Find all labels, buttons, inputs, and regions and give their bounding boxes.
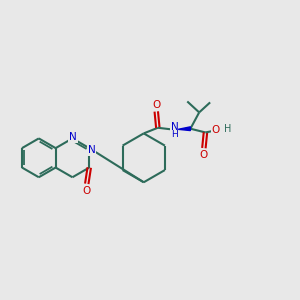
Text: H: H (171, 130, 178, 140)
Text: N: N (171, 122, 178, 132)
Text: O: O (152, 100, 160, 110)
Text: H: H (224, 124, 231, 134)
Polygon shape (178, 127, 190, 130)
Text: O: O (200, 150, 208, 160)
Text: N: N (69, 132, 77, 142)
Text: N: N (88, 145, 96, 155)
Text: O: O (212, 125, 220, 135)
Text: O: O (82, 186, 91, 196)
